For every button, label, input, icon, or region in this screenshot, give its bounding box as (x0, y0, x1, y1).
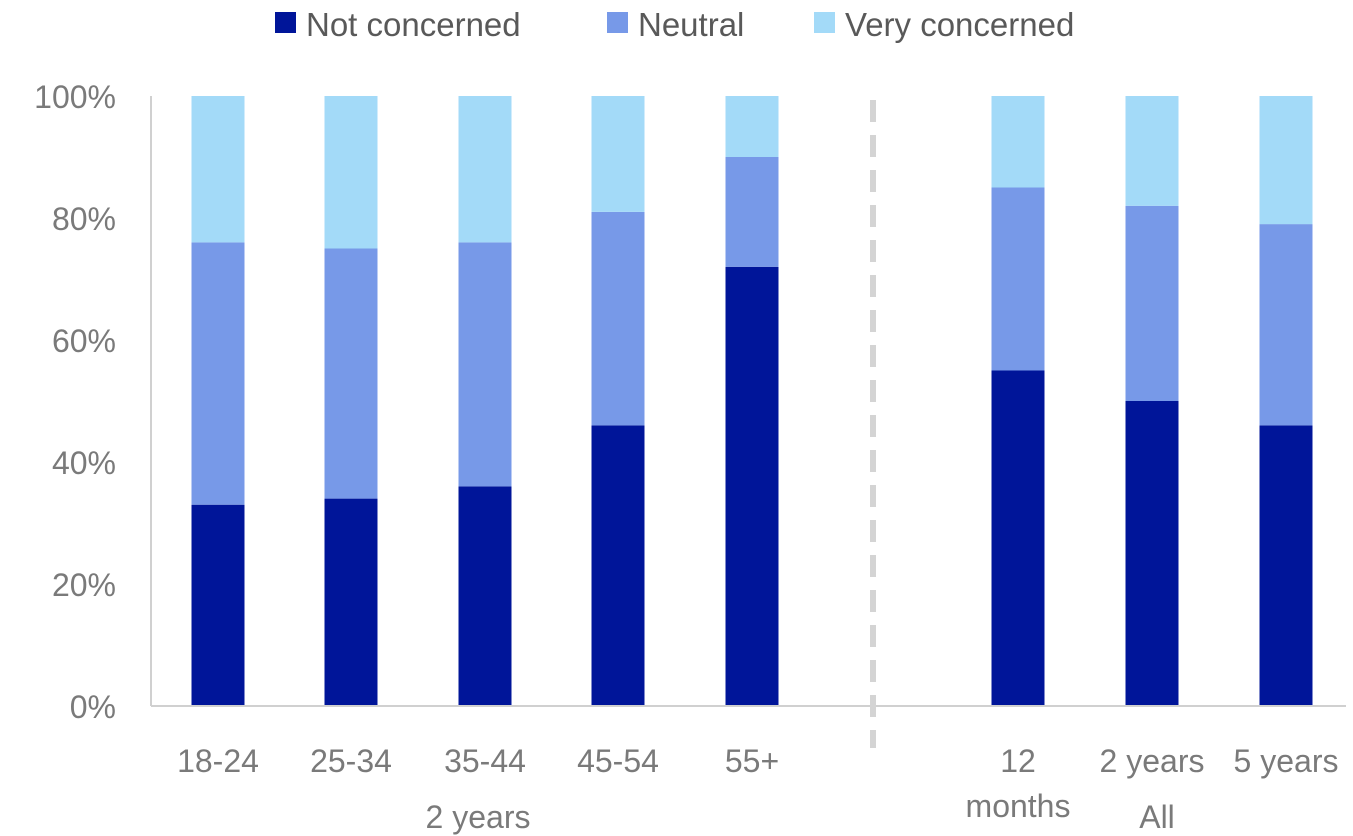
bar-segment (1125, 96, 1179, 206)
x-tick-label: 55+ (725, 743, 779, 779)
bar-segment (324, 498, 378, 706)
legend-swatch-2 (814, 12, 835, 33)
x-tick-label: 12 (1000, 743, 1036, 779)
bars (191, 96, 1313, 706)
bar-segment (458, 242, 512, 487)
x-axis: 18-24 25-34 35-44 45-54 55+ 12 months 2 years 5 … (151, 100, 1346, 835)
y-tick-label: 0% (70, 689, 116, 725)
y-tick-label: 60% (52, 323, 116, 359)
group-label: All (1139, 799, 1175, 835)
bar-segment (725, 96, 779, 157)
y-tick-label: 20% (52, 567, 116, 603)
x-tick-label: 25-34 (310, 743, 392, 779)
bar-segment (1125, 205, 1179, 401)
bar-segment (324, 96, 378, 249)
group-label: 2 years (426, 799, 531, 835)
legend-label-1: Neutral (638, 6, 744, 43)
bar-segment (591, 96, 645, 212)
bar-segment (991, 96, 1045, 188)
bar-segment (324, 248, 378, 499)
x-tick-label: months (966, 788, 1071, 824)
x-tick-label: 18-24 (177, 743, 259, 779)
bar-segment (191, 504, 245, 706)
y-tick-label: 40% (52, 445, 116, 481)
bar-segment (1259, 96, 1313, 225)
x-tick-label: 35-44 (444, 743, 526, 779)
bar-segment (591, 211, 645, 426)
bar-segment (991, 187, 1045, 371)
legend-swatch-1 (607, 12, 628, 33)
x-tick-label: 5 years (1234, 743, 1339, 779)
legend-label-0: Not concerned (306, 6, 521, 43)
legend-label-2: Very concerned (845, 6, 1074, 43)
x-tick-label: 45-54 (577, 743, 659, 779)
legend-swatch-0 (275, 12, 296, 33)
bar-segment (1259, 224, 1313, 426)
x-tick-label: 2 years (1100, 743, 1205, 779)
y-tick-label: 100% (34, 79, 116, 115)
bar-segment (191, 96, 245, 243)
bar-segment (725, 266, 779, 706)
bar-segment (725, 157, 779, 267)
bar-segment (191, 242, 245, 505)
bar-segment (458, 96, 512, 243)
y-tick-label: 80% (52, 201, 116, 237)
bar-segment (1125, 401, 1179, 706)
bar-segment (991, 370, 1045, 706)
legend: Not concerned Neutral Very concerned (275, 6, 1074, 43)
bar-segment (458, 486, 512, 706)
bar-segment (591, 425, 645, 706)
bar-segment (1259, 425, 1313, 706)
y-axis: 0% 20% 40% 60% 80% 100% (34, 79, 152, 725)
